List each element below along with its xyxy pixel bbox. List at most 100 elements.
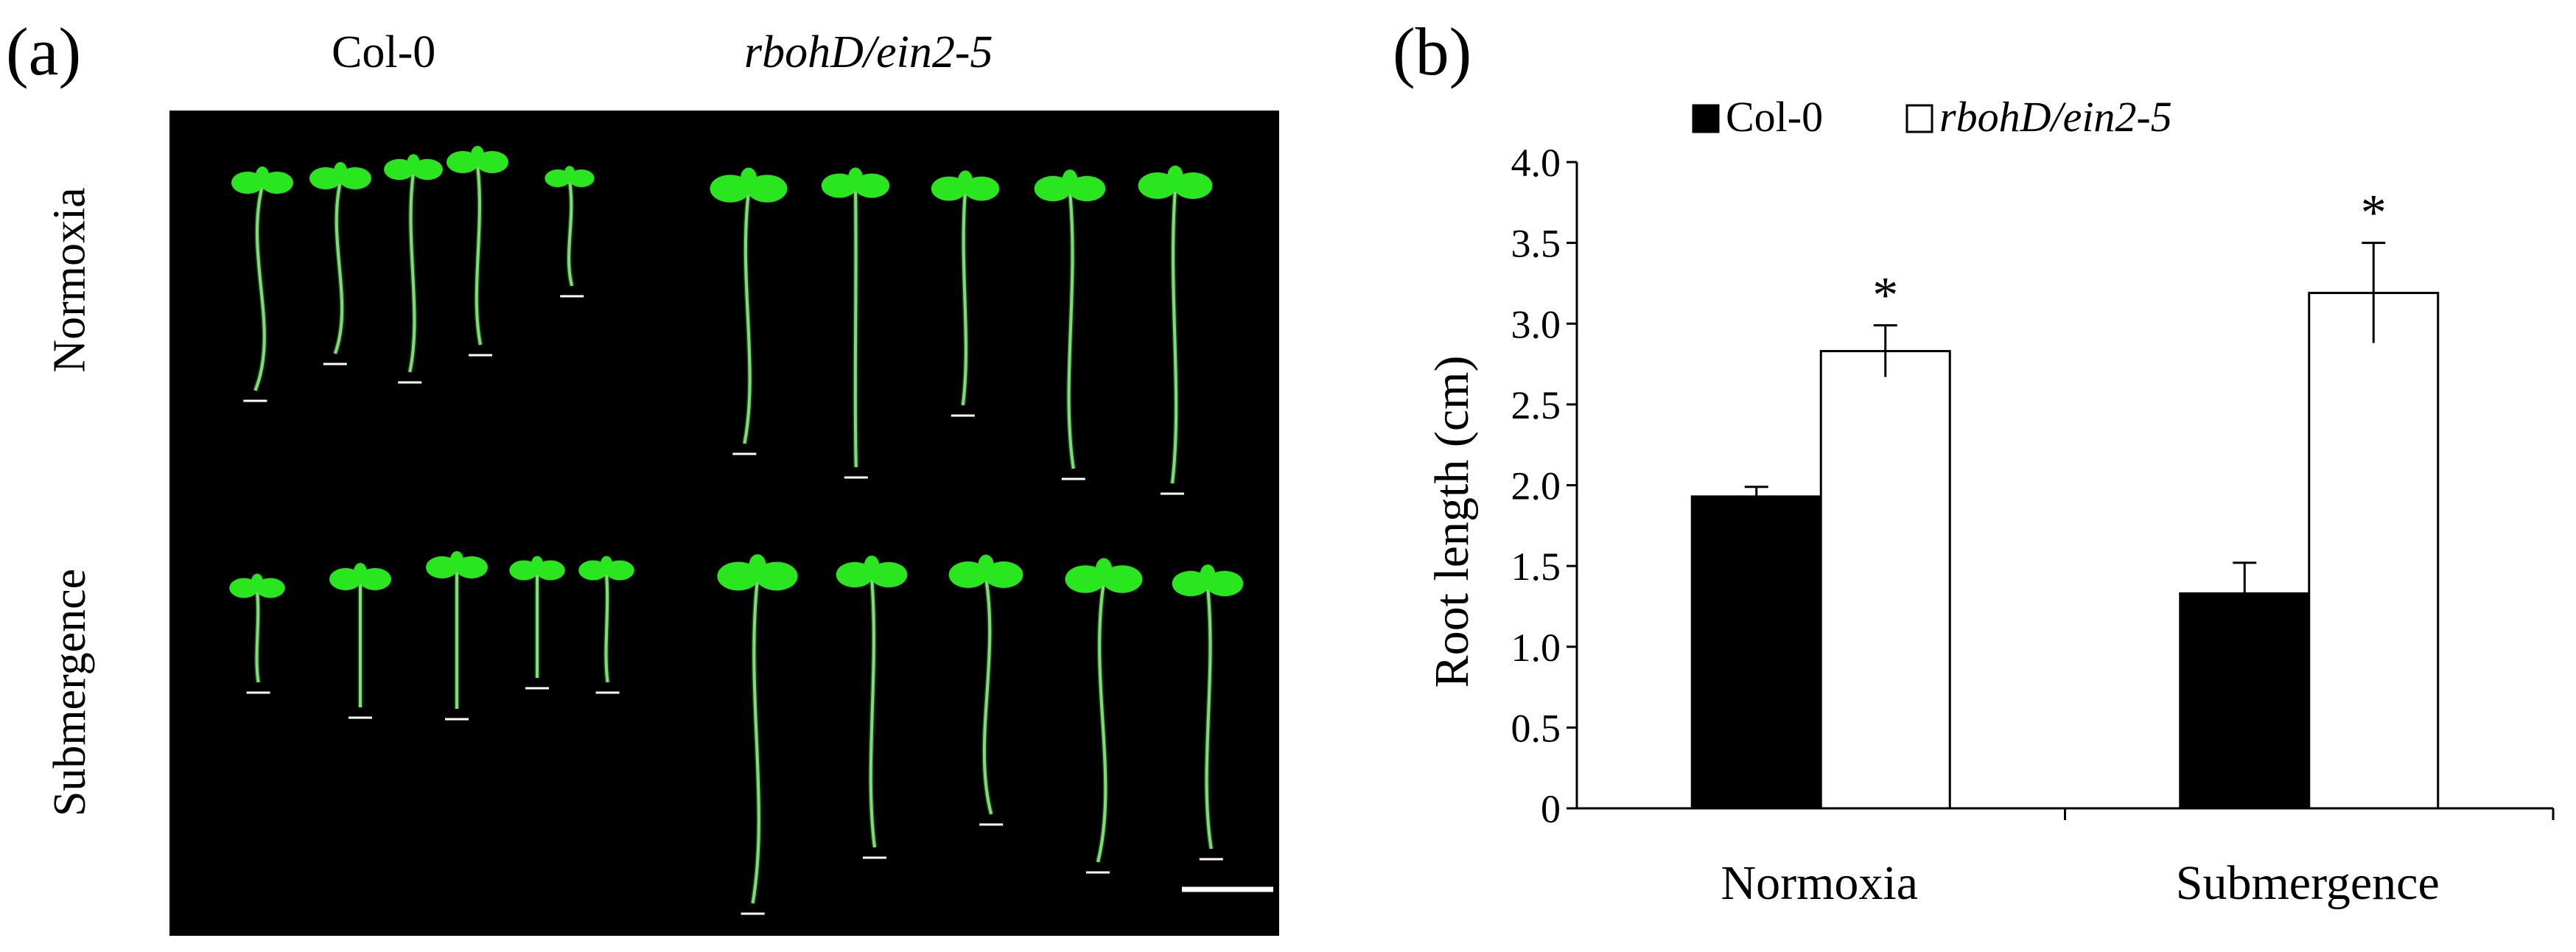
x-axis-categories: Normoxia Submergence <box>1721 808 2555 910</box>
seedling <box>509 556 565 690</box>
bar-series: ** <box>1690 185 2440 810</box>
seedling <box>1138 165 1213 495</box>
y-tick-label: 0.5 <box>1511 706 1561 750</box>
seedling-root <box>567 181 574 287</box>
seedling-leaf <box>536 560 565 581</box>
legend-label-col0: Col-0 <box>1726 93 1823 141</box>
seedling-leaf <box>1102 565 1143 593</box>
y-tick-label: 1.0 <box>1511 626 1561 670</box>
seedling <box>231 167 293 402</box>
seedling <box>717 554 798 915</box>
seedling-leaf <box>329 568 362 590</box>
y-tick-label: 1.5 <box>1511 545 1561 589</box>
seedling-leaf <box>958 170 973 190</box>
seedling-root <box>253 185 266 391</box>
legend-swatch-mutant <box>1905 104 1933 133</box>
seedling <box>821 167 890 479</box>
seedling-leaf <box>426 556 458 578</box>
row-label-submergence: Submergence <box>45 568 95 817</box>
seedling-leaf <box>931 176 967 201</box>
seedling-leaf <box>821 173 858 198</box>
seedling <box>1065 558 1143 874</box>
chart-legend: Col-0 rbohD/ein2-5 <box>1692 93 2172 141</box>
seedling <box>229 573 285 694</box>
seedling-leaf <box>740 167 757 190</box>
seedling-leaf <box>600 556 613 573</box>
seedling-leaf <box>717 561 760 591</box>
seedling <box>948 554 1023 826</box>
legend-label-mutant: rbohD/ein2-5 <box>1939 93 2172 141</box>
seedling <box>384 154 443 384</box>
seedling-leaf <box>864 556 880 576</box>
column-label-col0: Col-0 <box>332 27 436 77</box>
seedling <box>836 556 908 859</box>
seedling-leaf <box>749 554 766 578</box>
y-tick-label: 3.5 <box>1511 222 1561 266</box>
seedling <box>447 146 508 357</box>
seedling-leaf <box>339 167 371 189</box>
seedling <box>931 170 1000 417</box>
seedling-root <box>408 172 416 373</box>
legend-swatch-col0 <box>1692 104 1720 133</box>
seedling-leaf <box>354 563 367 581</box>
seedling-leaf <box>948 561 988 588</box>
seedling-leaf <box>1172 570 1210 597</box>
y-axis-title: Root length (cm) <box>1425 356 1479 688</box>
panel-b-label: (b) <box>1393 14 1472 89</box>
seedling-leaf <box>450 551 463 569</box>
seedling-root <box>961 191 967 406</box>
seedling-leaf <box>1173 172 1213 199</box>
seedling-leaf <box>578 560 608 581</box>
seedling-leaf <box>447 151 479 173</box>
y-tick-label: 4.0 <box>1511 141 1561 185</box>
seedling-leaf <box>309 167 342 189</box>
seedling-root <box>1067 191 1075 469</box>
x-category-label: Normoxia <box>1721 856 1918 910</box>
seedling-leaf <box>746 175 788 203</box>
root-length-bar-chart: Col-0 rbohD/ein2-5 Root length (cm) 0 0.5… <box>1425 93 2555 910</box>
seedling-leaf <box>869 561 908 588</box>
seedling-leaf <box>1200 564 1216 585</box>
y-tick-label: 3.0 <box>1511 302 1561 346</box>
seedling-root <box>1205 586 1213 850</box>
seedling-leaf <box>848 167 863 187</box>
seedling-root <box>1171 188 1178 484</box>
row-label-normoxia: Normoxia <box>45 187 96 373</box>
seedling-root <box>604 573 609 683</box>
seedling-leaf <box>229 578 259 598</box>
column-label-mutant: rbohD/ein2-5 <box>744 27 993 77</box>
seedling-leaf <box>978 554 994 576</box>
seedling <box>1034 169 1106 480</box>
seedling <box>426 551 488 721</box>
seedling-leaf <box>836 561 874 588</box>
seedling-root <box>982 577 993 815</box>
seedling-root <box>255 590 260 683</box>
seedling-leaf <box>755 561 798 591</box>
seedling-leaf <box>1068 175 1106 202</box>
seedling-leaf <box>605 560 634 581</box>
seedling-leaf <box>455 556 488 578</box>
seedling-leaf <box>359 568 391 590</box>
bar-col0-submergence <box>2179 592 2311 810</box>
seedling-leaf <box>1167 165 1183 187</box>
seedling-photo-image <box>229 146 1273 915</box>
seedling-leaf <box>963 176 1000 201</box>
significance-asterisk: * <box>1872 267 1898 323</box>
seedling <box>545 166 595 298</box>
seedling-leaf <box>261 172 293 194</box>
y-tick-label: 0 <box>1541 787 1561 831</box>
seedling-leaf <box>1095 558 1113 581</box>
seedling-leaf <box>545 169 571 187</box>
seedling-leaf <box>256 167 269 184</box>
seedling-root <box>853 188 858 468</box>
seedling-leaf <box>231 172 264 194</box>
seedling-root <box>1096 581 1107 863</box>
seedling-leaf <box>710 175 751 203</box>
seedling-root <box>333 181 344 354</box>
seedling <box>329 563 391 719</box>
seedling-leaf <box>407 154 420 172</box>
x-category-label: Submergence <box>2176 856 2440 910</box>
seedling-leaf <box>1065 565 1106 593</box>
seedling-leaf <box>1205 570 1244 597</box>
seedling <box>710 167 788 455</box>
